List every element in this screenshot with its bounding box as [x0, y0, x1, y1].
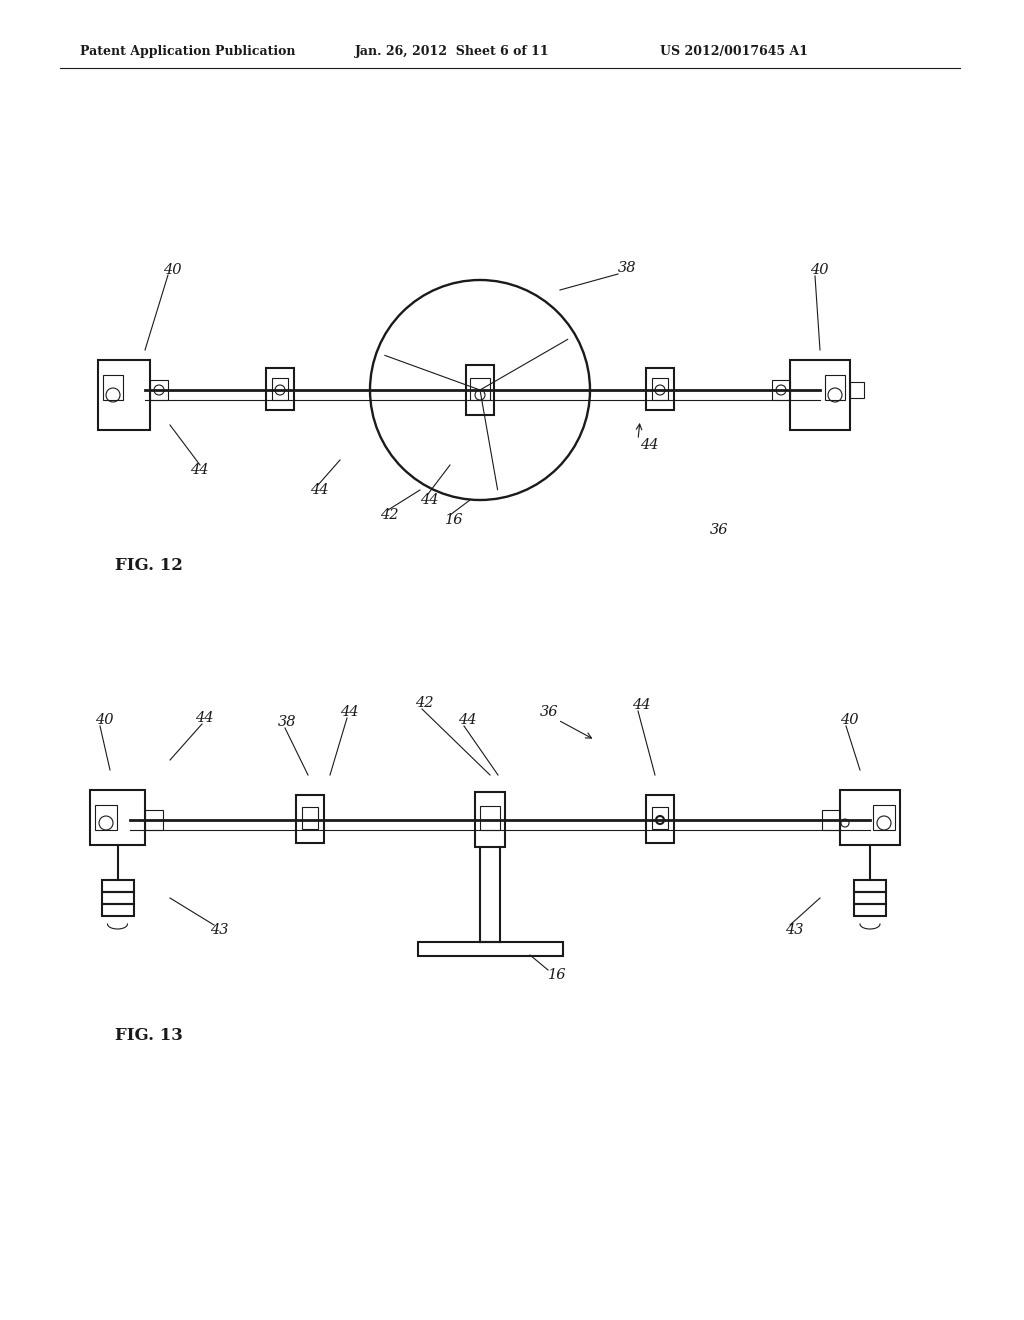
- Bar: [296, 795, 324, 843]
- Text: 43: 43: [785, 923, 804, 937]
- Text: 42: 42: [415, 696, 433, 710]
- Bar: [652, 378, 668, 400]
- Bar: [772, 380, 790, 400]
- Text: 36: 36: [540, 705, 558, 719]
- Bar: [854, 880, 886, 892]
- Bar: [822, 810, 840, 830]
- Text: 16: 16: [445, 513, 464, 527]
- Bar: [825, 375, 845, 400]
- Bar: [480, 807, 500, 830]
- Text: 44: 44: [310, 483, 329, 498]
- Bar: [145, 810, 163, 830]
- Bar: [101, 880, 133, 892]
- Bar: [272, 378, 288, 400]
- Text: FIG. 13: FIG. 13: [115, 1027, 183, 1044]
- Bar: [850, 381, 864, 399]
- Text: 44: 44: [190, 463, 209, 477]
- Bar: [854, 904, 886, 916]
- Text: FIG. 12: FIG. 12: [115, 557, 183, 573]
- Bar: [90, 789, 145, 845]
- Text: 44: 44: [195, 711, 213, 725]
- Bar: [646, 795, 674, 843]
- Text: Jan. 26, 2012  Sheet 6 of 11: Jan. 26, 2012 Sheet 6 of 11: [355, 45, 550, 58]
- Bar: [873, 805, 895, 830]
- Text: 44: 44: [640, 438, 658, 451]
- Bar: [103, 375, 123, 400]
- Text: 43: 43: [210, 923, 228, 937]
- Text: Patent Application Publication: Patent Application Publication: [80, 45, 296, 58]
- Bar: [854, 892, 886, 904]
- Bar: [470, 378, 490, 400]
- Bar: [418, 942, 563, 956]
- Text: 44: 44: [340, 705, 358, 719]
- Bar: [840, 789, 900, 845]
- Bar: [475, 792, 505, 847]
- Bar: [101, 892, 133, 904]
- Text: 40: 40: [95, 713, 114, 727]
- Text: 40: 40: [163, 263, 181, 277]
- Bar: [150, 380, 168, 400]
- Bar: [95, 805, 117, 830]
- Text: 38: 38: [618, 261, 637, 275]
- Text: US 2012/0017645 A1: US 2012/0017645 A1: [660, 45, 808, 58]
- Bar: [790, 360, 850, 430]
- Bar: [101, 904, 133, 916]
- Text: 40: 40: [840, 713, 858, 727]
- Bar: [466, 366, 494, 414]
- Bar: [266, 368, 294, 411]
- Text: 44: 44: [420, 492, 438, 507]
- Text: 40: 40: [810, 263, 828, 277]
- Text: 44: 44: [632, 698, 650, 711]
- Bar: [302, 807, 318, 829]
- Bar: [98, 360, 150, 430]
- Bar: [646, 368, 674, 411]
- Text: 16: 16: [548, 968, 566, 982]
- Text: 42: 42: [380, 508, 398, 521]
- Text: 36: 36: [710, 523, 728, 537]
- Bar: [652, 807, 668, 829]
- Text: 38: 38: [278, 715, 297, 729]
- Text: 44: 44: [458, 713, 476, 727]
